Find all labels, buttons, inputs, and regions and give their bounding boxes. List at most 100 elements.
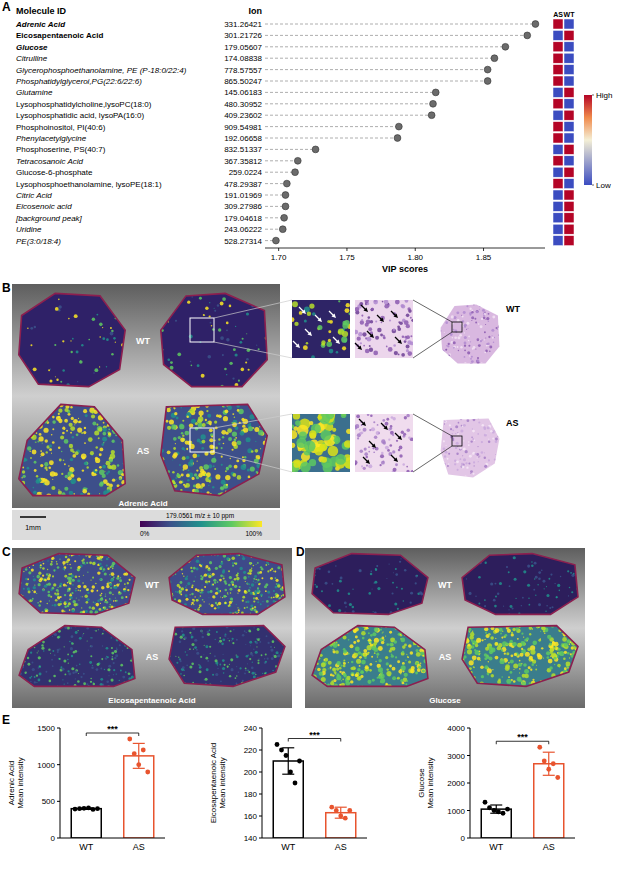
molecule-name: Uridine (16, 225, 42, 234)
speckle (70, 567, 72, 569)
speckle (49, 379, 52, 382)
speckle (189, 423, 193, 427)
speckle (373, 451, 375, 453)
speckle (388, 439, 390, 441)
speckle (264, 477, 269, 482)
dot (395, 123, 402, 130)
heatmap-column: AS (553, 11, 563, 18)
speckle (44, 584, 47, 587)
speckle (242, 424, 245, 427)
speckle (166, 494, 171, 499)
speckle (495, 438, 498, 441)
speckle (370, 414, 373, 417)
speckle (68, 465, 69, 466)
speckle (31, 569, 34, 572)
speckle (472, 430, 475, 433)
speckle (470, 341, 471, 342)
speckle (212, 486, 214, 488)
speckle (492, 418, 494, 420)
speckle (410, 317, 412, 319)
speckle (165, 369, 168, 372)
speckle (321, 340, 325, 344)
speckle (48, 467, 51, 470)
speckle (39, 614, 42, 617)
speckle (97, 400, 101, 404)
speckle (209, 302, 210, 303)
speckle (99, 366, 100, 367)
speckle (458, 422, 460, 424)
speckle (471, 360, 474, 363)
speckle (253, 405, 256, 408)
speckle (33, 487, 35, 489)
ion: 301.21726 (224, 31, 262, 40)
speckle (85, 461, 89, 465)
speckle (226, 494, 230, 498)
speckle (467, 419, 470, 422)
speckle (164, 407, 166, 409)
speckle (187, 449, 188, 450)
speckle (471, 309, 473, 311)
speckle (54, 472, 58, 476)
speckle (489, 466, 492, 469)
speckle (62, 561, 65, 564)
speckle (20, 417, 25, 422)
speckle (126, 470, 129, 473)
speckle (299, 431, 307, 439)
speckle (104, 601, 106, 603)
texture (353, 413, 414, 474)
speckle (468, 340, 470, 342)
speckle (476, 360, 479, 363)
speckle (248, 492, 250, 494)
speckle (365, 323, 369, 327)
tissue-outline (161, 293, 267, 386)
molecule-name: Citrulline (16, 54, 48, 63)
speckle (406, 335, 410, 339)
speckle (89, 561, 92, 564)
speckle (89, 408, 94, 413)
speckle (447, 307, 449, 309)
speckle (34, 469, 37, 472)
speckle (448, 463, 450, 465)
speckle (464, 324, 467, 327)
speckle (184, 494, 189, 499)
speckle (223, 443, 225, 445)
speckle (52, 604, 53, 605)
speckle (383, 336, 386, 339)
speckle (232, 493, 236, 497)
speckle (78, 600, 79, 601)
speckle (256, 345, 257, 346)
ion: 192.06658 (224, 134, 262, 143)
speckle (386, 418, 389, 421)
speckle (186, 448, 188, 450)
speckle (452, 337, 454, 339)
speckle (71, 474, 75, 478)
speckle (27, 327, 29, 329)
speckle (83, 431, 86, 434)
speckle (260, 448, 261, 449)
speckle (84, 442, 86, 444)
speckle (477, 433, 479, 435)
speckle (35, 441, 36, 442)
speckle (410, 335, 412, 337)
speckle (16, 578, 17, 579)
speckle (406, 466, 408, 468)
ion: 259.0224 (229, 168, 263, 177)
speckle (490, 430, 493, 433)
speckle (467, 351, 470, 354)
speckle (240, 341, 243, 344)
speckle (473, 418, 476, 421)
speckle (250, 466, 255, 471)
speckle (304, 441, 315, 452)
texture (287, 409, 356, 474)
image-label: Adrenic Acid (118, 499, 167, 508)
speckle (232, 441, 237, 446)
speckle (374, 435, 377, 438)
speckle (105, 599, 107, 601)
speckle (484, 351, 486, 353)
speckle (192, 453, 197, 458)
speckle (222, 297, 226, 301)
speckle (451, 315, 454, 318)
speckle (223, 484, 228, 489)
speckle (193, 485, 196, 488)
speckle (68, 602, 71, 605)
